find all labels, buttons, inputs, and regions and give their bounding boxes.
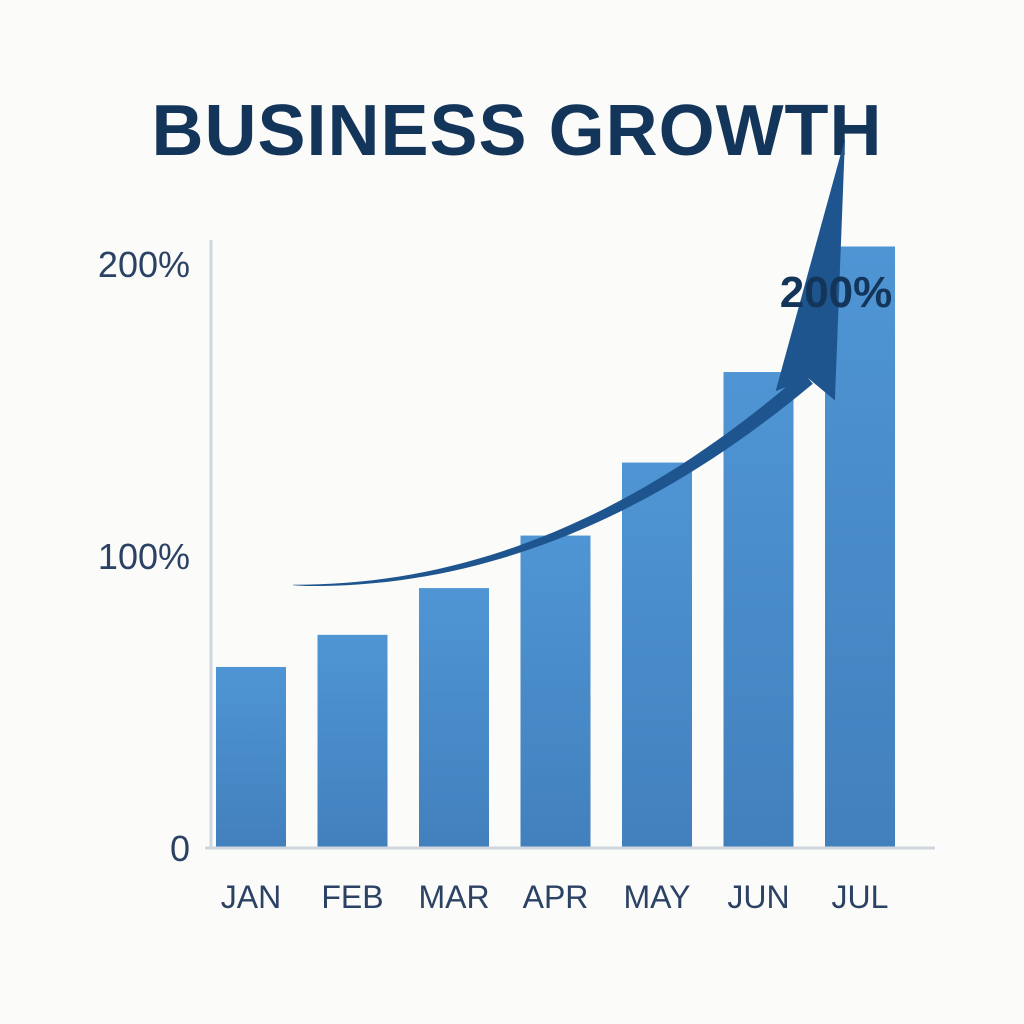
bars-group bbox=[216, 246, 895, 849]
x-tick-label: MAR bbox=[418, 879, 489, 915]
chart-title: BUSINESS GROWTH bbox=[151, 91, 882, 171]
bar-feb bbox=[317, 634, 388, 848]
x-tick-label: APR bbox=[523, 879, 589, 915]
x-tick-label: JUN bbox=[727, 879, 789, 915]
x-tick-label: MAY bbox=[624, 879, 691, 915]
x-tick-label: JAN bbox=[221, 879, 281, 915]
bar-apr bbox=[520, 535, 591, 848]
y-tick-label: 0 bbox=[170, 828, 190, 869]
bar-mar bbox=[419, 588, 489, 848]
bar-may bbox=[622, 462, 692, 848]
growth-annotation: 200% bbox=[780, 268, 893, 317]
y-tick-label: 100% bbox=[98, 536, 190, 577]
x-tick-label: FEB bbox=[321, 879, 383, 915]
trend-arrow-head bbox=[775, 138, 845, 401]
y-tick-label: 200% bbox=[98, 244, 190, 285]
y-axis-ticks: 0 100% 200% bbox=[98, 244, 190, 869]
bar-jan bbox=[216, 666, 286, 848]
bar-jun bbox=[723, 372, 794, 848]
x-tick-label: JUL bbox=[832, 879, 889, 915]
x-axis-ticks: JAN FEB MAR APR MAY JUN JUL bbox=[221, 879, 889, 915]
